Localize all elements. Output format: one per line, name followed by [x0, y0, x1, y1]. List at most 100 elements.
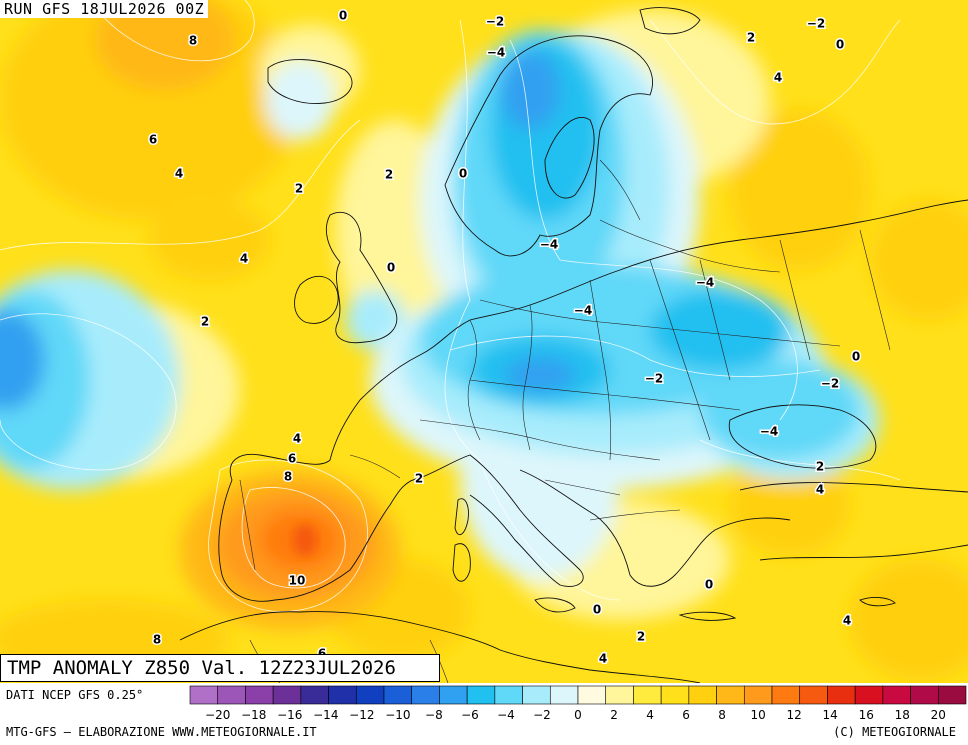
scale-tick-label: −18: [241, 708, 266, 722]
scale-swatch: [854, 685, 884, 705]
contour-label: 8: [189, 34, 197, 48]
heat-core: [293, 524, 317, 556]
scale-swatch: [439, 685, 468, 705]
scale-tick-label: 20: [931, 708, 946, 722]
contour-label: 10: [289, 574, 306, 588]
isotherm-lines: [0, 0, 901, 612]
scale-swatch: [716, 685, 745, 705]
scale-swatch: [910, 685, 939, 705]
scale-tick-label: 14: [823, 708, 838, 722]
scale-swatch: [743, 685, 773, 705]
contour-label: 4: [774, 71, 782, 85]
scale-tick-label: −14: [313, 708, 338, 722]
country-borders: [239, 159, 891, 683]
contour-label: 6: [288, 452, 296, 466]
scale-swatch: [799, 685, 828, 705]
contour-label: −2: [486, 15, 504, 29]
contour-label: 4: [175, 167, 183, 181]
contour-label: 2: [385, 168, 393, 182]
footer: DATI NCEP GFS 0.25° −20 −18 −16 −14 −12 −10 −8…: [0, 683, 968, 745]
contour-label: 4: [816, 483, 824, 497]
scale-swatch: [827, 685, 856, 705]
contour-label: 2: [295, 182, 303, 196]
color-scale-legend: −20 −18 −16 −14 −12 −10 −8 −6 −4 −2 0 2 4 6 8 10 12 14 16 1…: [189, 685, 967, 722]
contour-label: 8: [284, 470, 292, 484]
contour-label: 0: [339, 9, 347, 23]
contour-label: 0: [593, 603, 601, 617]
map-title: TMP ANOMALY Z850 Val. 12Z23JUL2026: [0, 654, 440, 682]
contour-label: 2: [637, 630, 645, 644]
contour-label: −2: [645, 372, 663, 386]
scale-swatch: [328, 685, 357, 705]
contour-label: −2: [821, 377, 839, 391]
contour-label: 4: [843, 614, 851, 628]
contour-label: −2: [807, 17, 825, 31]
contour-label: 2: [201, 315, 209, 329]
contour-label: 0: [459, 167, 467, 181]
contour-labels: 0 8 6 4 2 2 4 2 0 −2 −4 0 −4 −4 −4 −2 0 −2 −4 2 4 −2 0 2 4 4 6 8 10 2…: [147, 7, 861, 667]
scale-swatch: [383, 685, 413, 705]
scale-swatch: [522, 685, 551, 705]
scale-tick-label: −16: [277, 708, 302, 722]
scale-swatch: [411, 685, 440, 705]
contour-label: 8: [153, 633, 161, 647]
scale-swatch: [577, 685, 607, 705]
scale-tick-label: 16: [859, 708, 874, 722]
run-label: RUN GFS 18JUL2026 00Z: [0, 0, 209, 18]
scale-swatch: [633, 685, 662, 705]
scale-tick-label: −8: [425, 708, 443, 722]
scale-swatch: [189, 685, 219, 705]
scale-tick-label: 2: [610, 708, 618, 722]
coastlines: [179, 7, 968, 683]
contour-label: 6: [318, 647, 326, 661]
scale-tick-label: −4: [497, 708, 515, 722]
scale-tick-label: 18: [895, 708, 910, 722]
scale-tick-label: 10: [751, 708, 766, 722]
scale-swatch: [660, 685, 690, 705]
scale-swatch: [688, 685, 717, 705]
credit-left: MTG-GFS – ELABORAZIONE WWW.METEOGIORNALE…: [6, 725, 317, 739]
contour-label: 2: [747, 31, 755, 45]
contour-label: 0: [705, 578, 713, 592]
contour-label: −4: [696, 276, 714, 290]
contour-label: −4: [574, 304, 592, 318]
scale-swatch: [494, 685, 523, 705]
contour-label: −4: [540, 238, 558, 252]
temperature-anomaly-map: 0 8 6 4 2 2 4 2 0 −2 −4 0 −4 −4 −4 −2 0 −2 −4 2 4 −2 0 2 4 4 6 8 10 2…: [0, 0, 968, 683]
contour-label: 0: [387, 261, 395, 275]
scale-swatch: [937, 685, 967, 705]
contour-label: −4: [487, 46, 505, 60]
contour-label: 4: [240, 252, 248, 266]
scale-swatch: [245, 685, 274, 705]
scale-swatch: [355, 685, 385, 705]
contour-label: 6: [149, 133, 157, 147]
scale-tick-label: −10: [385, 708, 410, 722]
scale-tick-label: 8: [718, 708, 726, 722]
scale-tick-label: 4: [646, 708, 654, 722]
scale-swatch: [771, 685, 801, 705]
data-source-label: DATI NCEP GFS 0.25°: [6, 688, 144, 702]
scale-swatch: [882, 685, 911, 705]
contour-label: 0: [836, 38, 844, 52]
scale-swatch: [217, 685, 246, 705]
scale-tick-label: −6: [461, 708, 479, 722]
contour-label: 2: [415, 472, 423, 486]
scale-tick-label: 12: [787, 708, 802, 722]
scale-swatch: [605, 685, 634, 705]
scale-tick-label: −20: [205, 708, 230, 722]
credit-right: (C) METEOGIORNALE: [833, 725, 956, 739]
contour-label: 4: [293, 432, 301, 446]
anomaly-field: [0, 0, 968, 680]
scale-tick-label: −12: [349, 708, 374, 722]
scale-swatch: [272, 685, 302, 705]
scale-tick-label: 0: [574, 708, 582, 722]
scale-tick-label: 6: [682, 708, 690, 722]
scale-swatch: [549, 685, 579, 705]
scale-tick-label: −2: [533, 708, 551, 722]
contour-label: −4: [760, 425, 778, 439]
scale-swatch: [300, 685, 329, 705]
contour-label: 4: [599, 652, 607, 666]
contour-label: 0: [852, 350, 860, 364]
contour-label: 2: [816, 460, 824, 474]
scale-swatch: [466, 685, 496, 705]
